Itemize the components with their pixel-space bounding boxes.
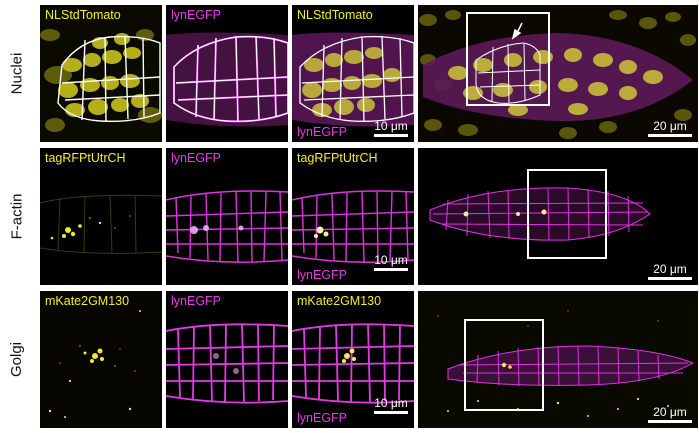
scale-bar-label: 10 μm bbox=[374, 253, 408, 267]
nuclei-panel-tomato: NLStdTomato bbox=[40, 5, 162, 142]
scale-bar-label: 20 μm bbox=[653, 262, 687, 276]
golgi-panel-lynegfp: lynEGFP bbox=[166, 291, 288, 428]
panel-label-top: tagRFPtUtrCH bbox=[297, 151, 378, 165]
panel-label-top: lynEGFP bbox=[171, 151, 222, 165]
row-label-nuclei: Nuclei bbox=[8, 52, 26, 95]
golgi-panel-overview: 20 μm bbox=[418, 291, 698, 428]
golgi-panel-gm130: mKate2GM130 bbox=[40, 291, 162, 428]
panel-label-top: NLStdTomato bbox=[45, 8, 121, 22]
nuclei-panel-merge: NLStdTomato lynEGFP 10 μm bbox=[292, 5, 414, 142]
row-label-golgi: Golgi bbox=[8, 341, 26, 378]
panel-label-top: lynEGFP bbox=[171, 294, 222, 308]
factin-panel-overview: 20 μm bbox=[418, 148, 698, 285]
scale-bar-label: 20 μm bbox=[653, 405, 687, 419]
nuclei-panel-lynegfp: lynEGFP bbox=[166, 5, 288, 142]
panel-label-bottom: lynEGFP bbox=[297, 411, 348, 425]
nuclei-panel-overview: 20 μm bbox=[418, 5, 698, 142]
scale-bar-label: 20 μm bbox=[653, 119, 687, 133]
scale-bar: 20 μm bbox=[648, 405, 692, 423]
row-label-f-actin: F-actin bbox=[8, 193, 26, 240]
scale-bar: 10 μm bbox=[374, 396, 408, 414]
factin-panel-merge: tagRFPtUtrCH lynEGFP 10 μm bbox=[292, 148, 414, 285]
scale-bar: 20 μm bbox=[648, 262, 692, 280]
scale-bar-label: 10 μm bbox=[374, 119, 408, 133]
panel-label-bottom: lynEGFP bbox=[297, 125, 348, 139]
scale-bar: 10 μm bbox=[374, 119, 408, 137]
scale-bar-label: 10 μm bbox=[374, 396, 408, 410]
scale-bar: 10 μm bbox=[374, 253, 408, 271]
factin-panel-lynegfp: lynEGFP bbox=[166, 148, 288, 285]
golgi-panel-merge: mKate2GM130 lynEGFP 10 μm bbox=[292, 291, 414, 428]
panel-label-bottom: lynEGFP bbox=[297, 268, 348, 282]
panel-label-top: mKate2GM130 bbox=[297, 294, 382, 308]
factin-panel-utrch: tagRFPtUtrCH bbox=[40, 148, 162, 285]
panel-label-top: mKate2GM130 bbox=[45, 294, 130, 308]
scale-bar: 20 μm bbox=[648, 119, 692, 137]
panel-label-top: tagRFPtUtrCH bbox=[45, 151, 126, 165]
panel-label-top: NLStdTomato bbox=[297, 8, 373, 22]
panel-label-top: lynEGFP bbox=[171, 8, 222, 22]
